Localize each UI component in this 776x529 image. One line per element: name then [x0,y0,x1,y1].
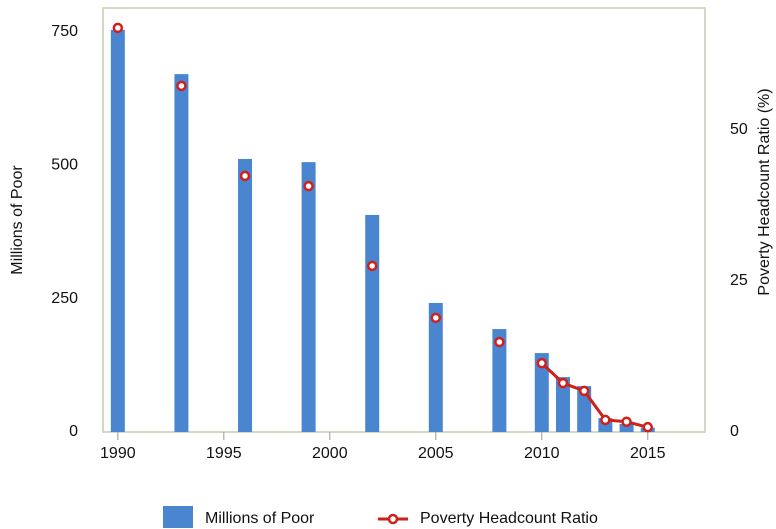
y-tick-label: 750 [51,23,78,40]
x-tick-label: 2000 [312,445,348,462]
x-tick-label: 2010 [524,445,560,462]
line-marker [494,336,505,348]
x-tick-label: 2015 [630,445,666,462]
y-tick-label: 250 [51,290,78,307]
line-marker [642,421,654,433]
line-marker [600,414,611,426]
y2-tick-label: 0 [730,423,739,440]
x-tick-label: 1990 [100,445,136,462]
line-marker [578,385,590,397]
bar [534,353,549,432]
bar [110,29,125,432]
plot-frame [102,7,706,433]
line-segment [582,390,607,421]
line-marker [176,80,187,92]
bar [238,158,253,432]
bar [365,214,380,432]
legend-label: Poverty Headcount Ratio [420,510,598,527]
bar [174,74,189,432]
line-marker [303,180,314,192]
bar [428,302,443,432]
line-marker [536,357,548,369]
y2-axis-label: Poverty Headcount Ratio (%) [756,88,773,295]
bar [555,377,570,432]
line-marker [239,170,251,182]
y2-tick-label: 25 [730,272,748,289]
bar [492,329,507,432]
bar [301,162,316,432]
line-marker [366,260,378,272]
y-axis-label: Millions of Poor [9,165,26,275]
legend-swatch [163,506,193,528]
legend-marker [387,513,399,525]
line-marker [557,377,569,389]
bar [619,424,634,432]
line-marker [112,22,124,34]
y-tick-label: 500 [51,157,78,174]
legend-label: Millions of Poor [205,510,315,527]
line-marker [621,416,632,427]
line-marker [430,312,442,324]
y2-tick-label: 50 [730,121,748,138]
y-tick-label: 0 [69,423,78,440]
x-tick-label: 1995 [206,445,242,462]
x-tick-label: 2005 [418,445,454,462]
